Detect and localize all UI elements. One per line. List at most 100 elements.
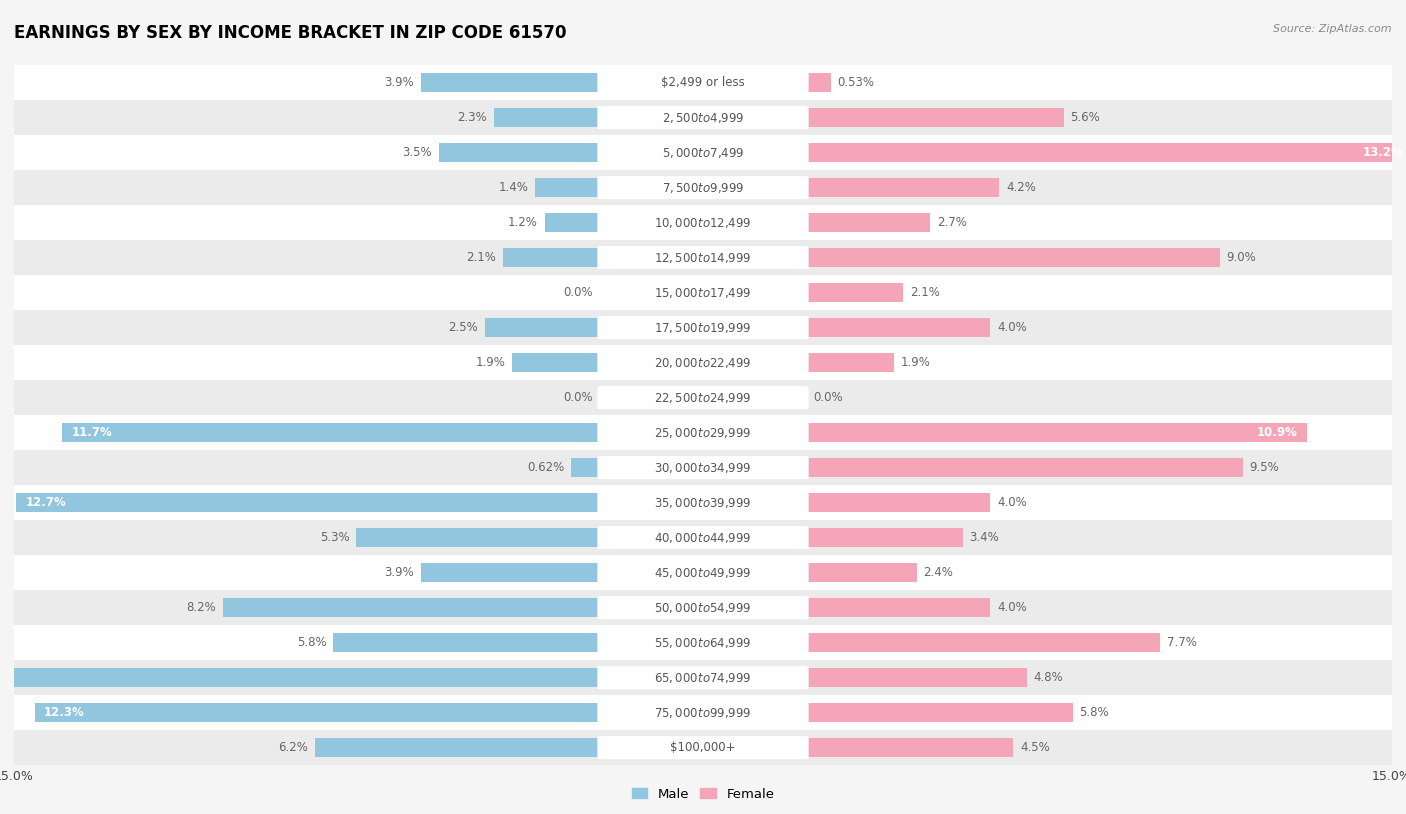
Text: 9.5%: 9.5% xyxy=(1250,462,1279,474)
Text: 2.1%: 2.1% xyxy=(910,287,939,299)
Bar xyxy=(14,170,1392,205)
FancyBboxPatch shape xyxy=(598,141,808,164)
Text: 3.5%: 3.5% xyxy=(402,147,432,159)
Bar xyxy=(485,318,599,337)
Text: $5,000 to $7,499: $5,000 to $7,499 xyxy=(662,146,744,160)
Text: 4.5%: 4.5% xyxy=(1019,742,1050,754)
Text: $15,000 to $17,499: $15,000 to $17,499 xyxy=(654,286,752,300)
Text: Source: ZipAtlas.com: Source: ZipAtlas.com xyxy=(1274,24,1392,34)
Text: $40,000 to $44,999: $40,000 to $44,999 xyxy=(654,531,752,545)
Bar xyxy=(356,528,599,547)
Bar xyxy=(807,738,1012,757)
Bar xyxy=(14,135,1392,170)
Bar xyxy=(503,248,599,267)
Bar xyxy=(14,485,1392,520)
Text: 0.62%: 0.62% xyxy=(527,462,564,474)
Bar xyxy=(544,213,599,232)
Text: 0.0%: 0.0% xyxy=(564,392,593,404)
Bar xyxy=(14,730,1392,765)
Bar xyxy=(807,598,990,617)
Text: $22,500 to $24,999: $22,500 to $24,999 xyxy=(654,391,752,405)
Bar xyxy=(62,423,599,442)
Text: EARNINGS BY SEX BY INCOME BRACKET IN ZIP CODE 61570: EARNINGS BY SEX BY INCOME BRACKET IN ZIP… xyxy=(14,24,567,42)
Bar xyxy=(14,310,1392,345)
Bar xyxy=(807,213,931,232)
FancyBboxPatch shape xyxy=(598,701,808,724)
Legend: Male, Female: Male, Female xyxy=(631,787,775,800)
Text: $20,000 to $22,499: $20,000 to $22,499 xyxy=(654,356,752,370)
Bar xyxy=(807,703,1073,722)
Text: 4.2%: 4.2% xyxy=(1007,182,1036,194)
FancyBboxPatch shape xyxy=(598,491,808,514)
Bar xyxy=(17,493,599,512)
Bar xyxy=(807,353,894,372)
FancyBboxPatch shape xyxy=(598,281,808,304)
Text: $30,000 to $34,999: $30,000 to $34,999 xyxy=(654,461,752,475)
Bar xyxy=(315,738,599,757)
Text: 6.2%: 6.2% xyxy=(278,742,308,754)
Bar xyxy=(14,660,1392,695)
Text: 5.8%: 5.8% xyxy=(297,637,326,649)
Text: 4.0%: 4.0% xyxy=(997,322,1026,334)
Text: 3.9%: 3.9% xyxy=(384,77,413,89)
Text: 4.0%: 4.0% xyxy=(997,497,1026,509)
Bar xyxy=(807,528,963,547)
Text: 7.7%: 7.7% xyxy=(1167,637,1197,649)
Text: $45,000 to $49,999: $45,000 to $49,999 xyxy=(654,566,752,580)
Bar xyxy=(807,143,1406,162)
Bar xyxy=(14,625,1392,660)
FancyBboxPatch shape xyxy=(598,176,808,199)
Text: 5.3%: 5.3% xyxy=(319,532,349,544)
Bar xyxy=(807,248,1219,267)
Text: 12.7%: 12.7% xyxy=(25,497,66,509)
FancyBboxPatch shape xyxy=(598,421,808,444)
FancyBboxPatch shape xyxy=(598,631,808,654)
Text: $7,500 to $9,999: $7,500 to $9,999 xyxy=(662,181,744,195)
Text: 2.4%: 2.4% xyxy=(924,567,953,579)
FancyBboxPatch shape xyxy=(598,666,808,689)
Bar xyxy=(420,563,599,582)
Text: 0.0%: 0.0% xyxy=(813,392,842,404)
Bar xyxy=(14,590,1392,625)
Text: $12,500 to $14,999: $12,500 to $14,999 xyxy=(654,251,752,265)
Bar xyxy=(807,668,1026,687)
Bar xyxy=(420,73,599,92)
FancyBboxPatch shape xyxy=(598,351,808,374)
Text: 2.7%: 2.7% xyxy=(938,217,967,229)
FancyBboxPatch shape xyxy=(598,71,808,94)
Text: 13.2%: 13.2% xyxy=(1362,147,1403,159)
Text: 4.0%: 4.0% xyxy=(997,602,1026,614)
Text: 9.0%: 9.0% xyxy=(1226,252,1257,264)
Text: 4.8%: 4.8% xyxy=(1033,672,1063,684)
Text: $2,499 or less: $2,499 or less xyxy=(661,77,745,89)
Text: 2.3%: 2.3% xyxy=(457,112,486,124)
Bar xyxy=(536,178,599,197)
Text: $10,000 to $12,499: $10,000 to $12,499 xyxy=(654,216,752,230)
Bar xyxy=(807,458,1243,477)
Bar xyxy=(807,73,831,92)
Bar xyxy=(14,380,1392,415)
FancyBboxPatch shape xyxy=(598,246,808,269)
Bar xyxy=(439,143,599,162)
FancyBboxPatch shape xyxy=(598,211,808,234)
Bar xyxy=(224,598,599,617)
Bar xyxy=(14,275,1392,310)
Text: 11.7%: 11.7% xyxy=(72,427,112,439)
Bar xyxy=(14,345,1392,380)
Bar xyxy=(0,668,599,687)
Bar xyxy=(14,100,1392,135)
Text: 1.4%: 1.4% xyxy=(499,182,529,194)
Bar xyxy=(14,240,1392,275)
Bar xyxy=(807,423,1308,442)
Text: $17,500 to $19,999: $17,500 to $19,999 xyxy=(654,321,752,335)
Bar xyxy=(807,108,1063,127)
Bar xyxy=(807,633,1160,652)
FancyBboxPatch shape xyxy=(598,736,808,759)
Bar xyxy=(807,178,1000,197)
Text: $35,000 to $39,999: $35,000 to $39,999 xyxy=(654,496,752,510)
FancyBboxPatch shape xyxy=(598,316,808,339)
FancyBboxPatch shape xyxy=(598,596,808,619)
Bar xyxy=(333,633,599,652)
Bar xyxy=(807,318,990,337)
Text: 1.2%: 1.2% xyxy=(508,217,537,229)
